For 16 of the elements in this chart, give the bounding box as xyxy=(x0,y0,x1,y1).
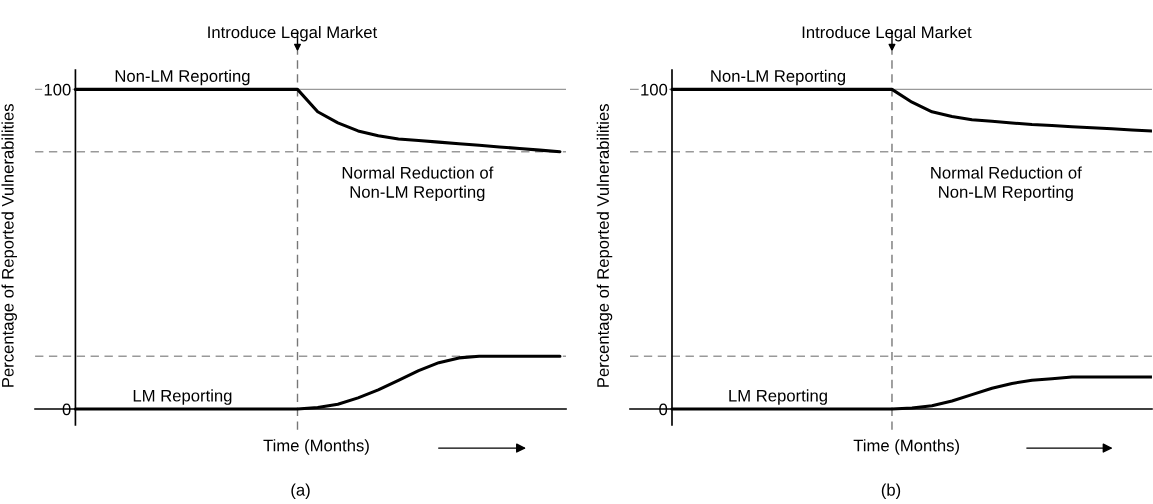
x-axis-title: Time (Months) xyxy=(263,439,369,455)
y-tick-label: 100 xyxy=(641,83,668,96)
series-label: Non-LM Reporting xyxy=(115,69,250,86)
x-axis-title: Time (Months) xyxy=(853,439,960,455)
text: Introduce Legal Market xyxy=(208,25,378,42)
series-label: LM Reporting xyxy=(133,389,232,405)
y-tick-label: 100 xyxy=(44,83,71,96)
text: (b) xyxy=(881,483,901,500)
y-axis-title: Percentage of Reported Vulnerabilities xyxy=(596,104,613,387)
annotation: Normal Reduction of Non-LM Reporting xyxy=(931,166,1082,202)
y-axis-title: Percentage of Reported Vulnerabilities xyxy=(1,104,17,387)
series-label: Non-LM Reporting xyxy=(711,69,846,86)
text: (a) xyxy=(291,483,310,500)
text: Introduce Legal Market xyxy=(802,25,972,42)
annotation: Normal Reduction of Non-LM Reporting xyxy=(342,166,494,202)
series-label: LM Reporting xyxy=(729,389,827,405)
